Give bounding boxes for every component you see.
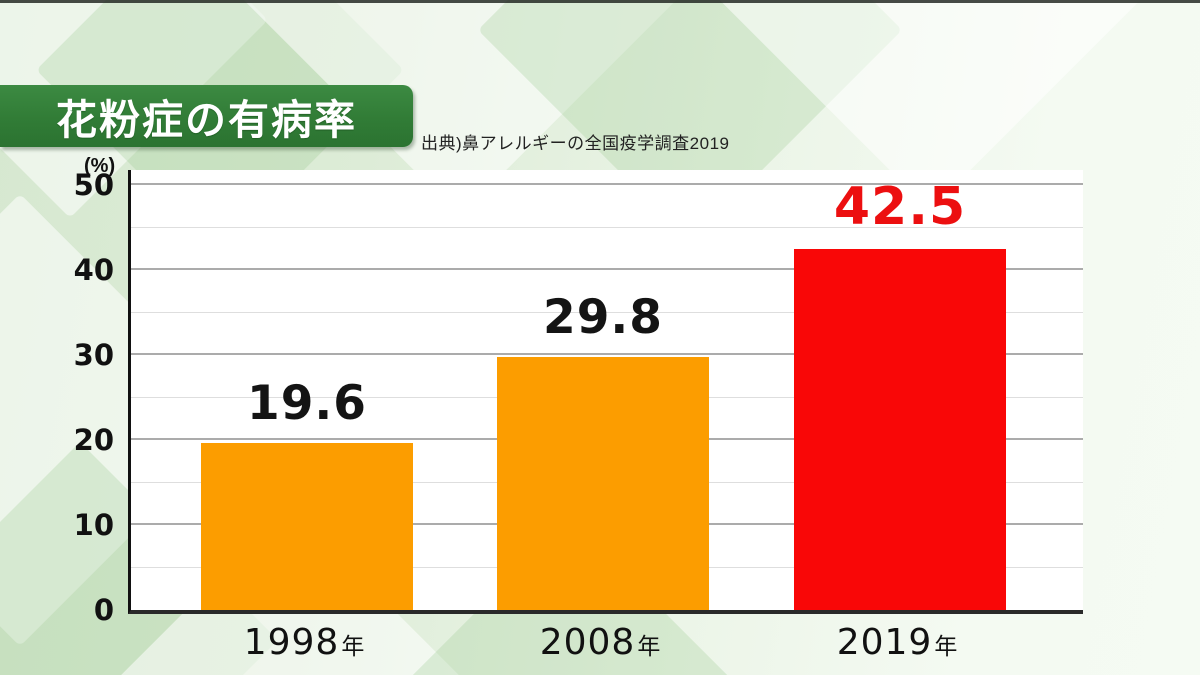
x-label-2019: 2019年 [791, 622, 1003, 663]
year-text: 1998 [243, 622, 340, 663]
page-title: 花粉症の有病率 [56, 97, 357, 143]
year-text: 2019 [836, 622, 933, 663]
title-banner: 花粉症の有病率 [0, 85, 413, 147]
y-tick-40: 40 [73, 253, 114, 287]
bar-value-label-2008: 29.8 [543, 289, 663, 345]
x-axis-labels: 1998年 2008年 2019年 [128, 622, 1080, 670]
bar-1998 [201, 443, 413, 610]
gridline-30 [131, 353, 1083, 355]
gridline-35 [131, 311, 1083, 313]
bar-value-label-2019: 42.5 [833, 176, 967, 237]
y-axis-labels: 0 10 20 30 40 50 [52, 168, 120, 626]
prevalence-bar-chart: 19.6 29.8 42.5 1998年 2008年 2019年 [128, 170, 1083, 670]
source-note: 出典)鼻アレルギーの全国疫学調査2019 [421, 134, 730, 153]
screen-top-edge [0, 0, 1200, 3]
gridline-40 [131, 268, 1083, 270]
gridline-45 [131, 226, 1083, 228]
bar-2008 [497, 356, 709, 610]
y-tick-50: 50 [73, 168, 114, 202]
y-axis-unit-label: (%) [84, 155, 116, 177]
bar-value-label-1998: 19.6 [247, 376, 367, 432]
y-tick-30: 30 [73, 338, 114, 372]
year-suffix: 年 [341, 634, 365, 660]
year-suffix: 年 [934, 634, 958, 660]
y-tick-10: 10 [73, 508, 114, 542]
x-label-2008: 2008年 [494, 622, 706, 663]
bar-2019 [794, 248, 1006, 610]
year-text: 2008 [539, 622, 636, 663]
y-tick-0: 0 [93, 593, 114, 627]
year-suffix: 年 [637, 634, 661, 660]
x-label-1998: 1998年 [198, 622, 410, 663]
y-tick-20: 20 [73, 423, 114, 457]
gridline-50 [131, 183, 1083, 185]
plot-area: 19.6 29.8 42.5 [128, 170, 1083, 614]
